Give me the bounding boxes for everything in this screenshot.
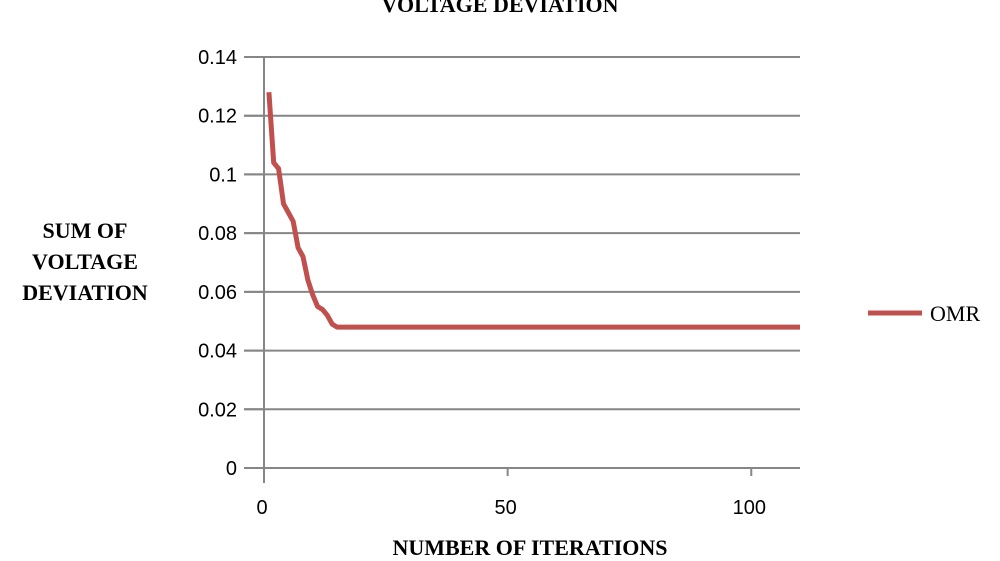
chart-title: VOLTAGE DEVIATION bbox=[381, 0, 619, 17]
series-line-omr bbox=[266, 92, 800, 330]
x-tick-label: 50 bbox=[495, 497, 517, 519]
y-tick-label: 0 bbox=[226, 458, 237, 480]
y-axis-label-line: DEVIATION bbox=[22, 280, 148, 305]
y-axis-label: SUM OF VOLTAGE DEVIATION bbox=[0, 215, 170, 308]
x-axis-label: NUMBER OF ITERATIONS bbox=[392, 535, 668, 560]
y-tick-label: 0.14 bbox=[198, 47, 237, 69]
y-tick-label: 0.04 bbox=[198, 341, 237, 363]
y-axis-label-line: VOLTAGE bbox=[32, 249, 138, 274]
x-tick-label: 100 bbox=[733, 497, 766, 519]
y-tick-label: 0.12 bbox=[198, 106, 237, 128]
legend-label-omr: OMR bbox=[930, 301, 981, 326]
y-tick-label: 0.1 bbox=[209, 164, 237, 186]
y-axis-label-line: SUM OF bbox=[42, 218, 128, 243]
y-tick-label: 0.08 bbox=[198, 223, 237, 245]
y-tick-label: 0.06 bbox=[198, 282, 237, 304]
x-tick-label: 0 bbox=[256, 497, 267, 519]
y-tick-label: 0.02 bbox=[198, 399, 237, 421]
